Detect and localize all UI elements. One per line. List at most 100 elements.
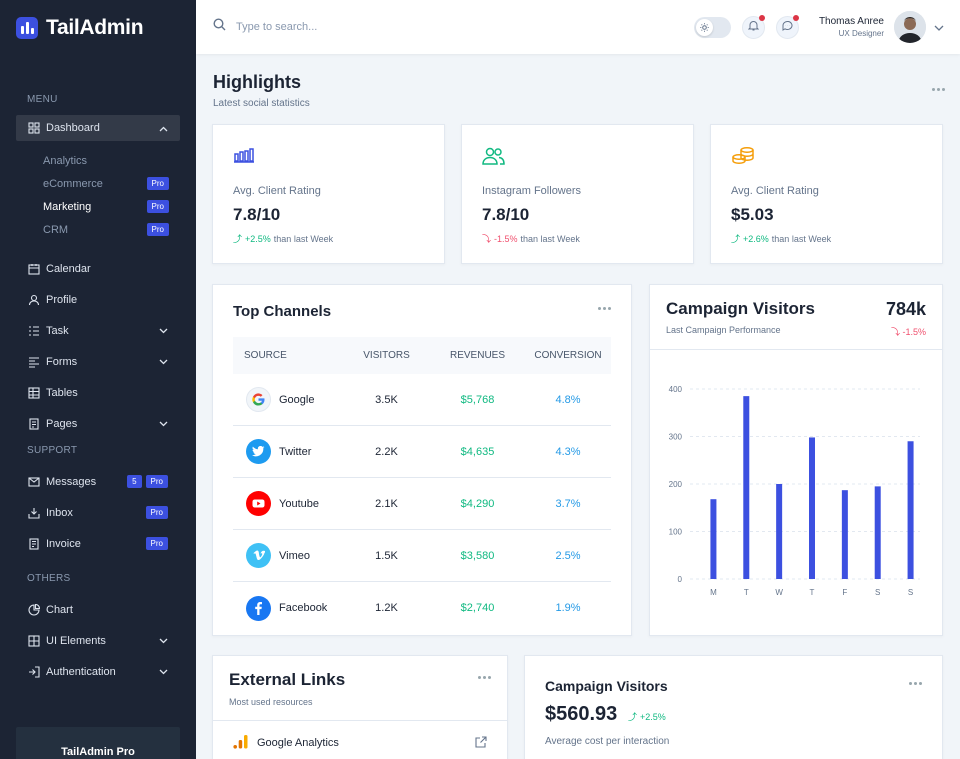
- link-label: Google Analytics: [257, 737, 339, 749]
- col-visitors: VISITORS: [363, 350, 410, 361]
- sidebar-item-invoice[interactable]: Invoice Pro: [0, 528, 196, 559]
- sidebar-item-dashboard[interactable]: Dashboard: [16, 115, 180, 141]
- x-tick-label: T: [810, 588, 815, 597]
- col-conversion: CONVERSION: [534, 350, 602, 361]
- user-role: UX Designer: [838, 29, 884, 38]
- external-link-icon[interactable]: [475, 735, 487, 751]
- card-subtitle: Average cost per interaction: [545, 736, 670, 747]
- sidebar-item-task[interactable]: Task: [0, 315, 196, 346]
- pro-badge: Pro: [145, 475, 168, 488]
- subitem-label: Analytics: [43, 154, 88, 167]
- chart-bar[interactable]: [874, 486, 881, 579]
- x-tick-label: T: [744, 588, 749, 597]
- forms-icon: [27, 355, 40, 368]
- trend-down-icon: ⤵: [890, 327, 900, 337]
- more-options-icon[interactable]: [932, 88, 945, 91]
- chevron-down-icon[interactable]: [934, 18, 944, 36]
- stat-trend: ⤵ -1.5% than last Week: [482, 232, 580, 245]
- source-cell: Vimeo: [233, 543, 343, 568]
- sidebar-item-profile[interactable]: Profile: [0, 284, 196, 315]
- promo-title: TailAdmin Pro: [61, 746, 135, 758]
- campaign-bar-chart: 0 100 200 300 400 M T W T F S S: [669, 385, 920, 597]
- sidebar-subitem-crm[interactable]: CRM Pro: [43, 218, 196, 241]
- more-options-icon[interactable]: [598, 307, 611, 310]
- sidebar-item-authentication[interactable]: Authentication: [0, 656, 196, 687]
- chart-bar[interactable]: [809, 437, 815, 579]
- campaign-visitors-card: Campaign Visitors Last Campaign Performa…: [649, 284, 943, 636]
- stat-value: 7.8/10: [482, 205, 530, 224]
- invoice-icon: [27, 537, 40, 550]
- dark-mode-toggle[interactable]: [693, 16, 731, 38]
- subitem-label: eCommerce: [43, 177, 103, 190]
- stat-card-avg-rating: Avg. Client Rating $5.03 ⤴ +2.6% than la…: [710, 124, 943, 264]
- sidebar-item-calendar[interactable]: Calendar: [0, 253, 196, 284]
- facebook-icon: [246, 595, 271, 621]
- avatar[interactable]: [894, 11, 926, 43]
- external-links-card: External Links Most used resources Googl…: [212, 655, 508, 759]
- source-cell: Youtube: [233, 491, 343, 516]
- sidebar-subitem-analytics[interactable]: Analytics: [43, 149, 196, 172]
- chart-bar[interactable]: [710, 499, 717, 579]
- sidebar-item-tables[interactable]: Tables: [0, 377, 196, 408]
- user-info[interactable]: Thomas Anree UX Designer: [819, 16, 884, 38]
- source-name: Youtube: [279, 497, 319, 510]
- support-group-title: SUPPORT: [27, 445, 78, 456]
- visitors-total: 784k: [885, 299, 926, 319]
- notification-dot: [758, 14, 765, 21]
- subitem-label: CRM: [43, 223, 69, 236]
- brand-name: TailAdmin: [46, 16, 144, 39]
- more-options-icon[interactable]: [909, 682, 922, 685]
- chart-bar[interactable]: [841, 490, 848, 579]
- trend-down-icon: ⤵: [482, 234, 492, 244]
- sidebar-item-label: UI Elements: [46, 634, 106, 647]
- table-row: Facebook 1.2K $2,740 1.9%: [233, 582, 611, 634]
- search-input[interactable]: [236, 21, 436, 33]
- source-cell: Facebook: [233, 595, 343, 621]
- visitors-cell: 2.1K: [375, 497, 398, 510]
- cost-trend: ⤴ +2.5%: [628, 710, 666, 723]
- revenue-cell: $2,740: [460, 602, 495, 614]
- sidebar: TailAdmin MENU Dashboard Analytics eComm…: [0, 0, 196, 759]
- conversion-cell: 1.9%: [555, 602, 581, 614]
- sidebar-item-inbox[interactable]: Inbox Pro: [0, 497, 196, 528]
- sidebar-item-messages[interactable]: Messages 5 Pro: [0, 466, 196, 497]
- sidebar-item-label: Authentication: [46, 665, 116, 678]
- trend-value: -1.5%: [494, 233, 518, 244]
- chevron-down-icon: [159, 635, 168, 647]
- chevron-down-icon: [159, 356, 168, 368]
- sidebar-item-pages[interactable]: Pages: [0, 408, 196, 439]
- card-title: Campaign Visitors: [545, 678, 668, 694]
- external-link-item[interactable]: Google Analytics: [233, 734, 487, 752]
- chart-bar[interactable]: [907, 441, 914, 579]
- more-options-icon[interactable]: [478, 676, 491, 679]
- sidebar-subitem-marketing[interactable]: Marketing Pro: [43, 195, 196, 218]
- sidebar-item-ui-elements[interactable]: UI Elements: [0, 625, 196, 656]
- analytics-icon: [233, 734, 248, 752]
- sidebar-item-label: Calendar: [46, 262, 91, 275]
- x-tick-label: W: [775, 588, 783, 597]
- revenue-cell: $4,290: [460, 497, 495, 510]
- promo-box[interactable]: TailAdmin Pro: [16, 727, 180, 759]
- messages-button[interactable]: [775, 14, 799, 39]
- sidebar-subitem-ecommerce[interactable]: eCommerce Pro: [43, 172, 196, 195]
- sidebar-item-label: Messages: [46, 475, 97, 488]
- stat-label: Instagram Followers: [482, 185, 582, 197]
- count-badge: 5: [127, 475, 142, 488]
- notification-button[interactable]: [741, 14, 765, 39]
- source-name: Vimeo: [279, 549, 310, 562]
- trend-suffix: than last Week: [520, 233, 580, 244]
- y-tick-label: 0: [678, 575, 683, 584]
- table-row: Google 3.5K $5,768 4.8%: [233, 374, 611, 426]
- brand[interactable]: TailAdmin: [0, 0, 196, 56]
- sidebar-item-forms[interactable]: Forms: [0, 346, 196, 377]
- search-icon[interactable]: [213, 18, 226, 36]
- subitem-label: Marketing: [43, 200, 92, 213]
- trend-value: +2.6%: [743, 233, 769, 244]
- divider: [213, 720, 507, 721]
- sidebar-item-chart[interactable]: Chart: [0, 594, 196, 625]
- stat-trend: ⤴ +2.5% than last Week: [233, 232, 333, 245]
- chart-bar[interactable]: [743, 396, 750, 579]
- chart-bar[interactable]: [776, 484, 783, 579]
- x-tick-label: S: [875, 588, 880, 597]
- logo-icon: [16, 17, 38, 39]
